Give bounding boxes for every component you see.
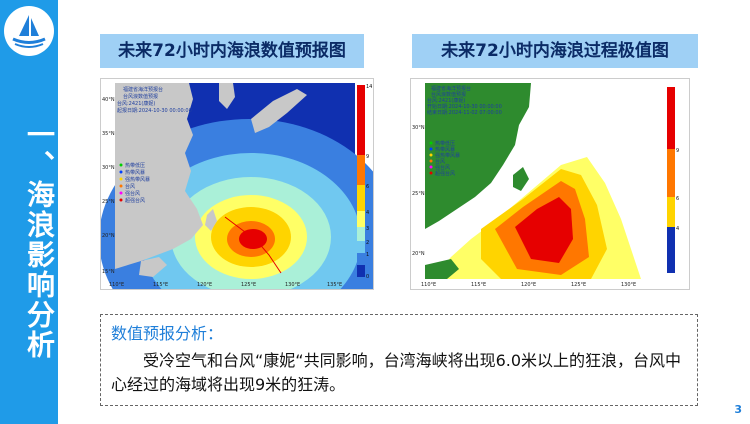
map-header-line-1: 福建省海洋预报台: [431, 85, 471, 92]
map-header-line-4: 起报日期:2024-10-30 00:00:00: [117, 107, 192, 114]
colorbar-tick: 2: [366, 240, 369, 246]
legend-item: 热带风暴: [435, 146, 455, 153]
wave-extreme-map: 福建省海洋预报台 台风浪数值预报 台风:2421(康妮) 开始日期:2024-1…: [410, 78, 690, 290]
legend-item: 超强台风: [435, 170, 455, 177]
lat-label: 20°N: [102, 233, 115, 239]
legend-item: 强台风: [435, 164, 450, 171]
section-title: 一、海浪影响分析: [23, 120, 56, 360]
analysis-text: 受冷空气和台风“康妮“共同影响，台湾海峡将出现6.0米以上的狂浪，台风中心经过的…: [111, 351, 682, 394]
map-header-line-5: 结束日期:2024-11-02 07:00:00: [427, 109, 502, 116]
map-header-line-3: 台风:2421(康妮): [117, 100, 155, 107]
lon-label: 110°E: [109, 282, 124, 288]
wave-colorbar: [667, 87, 675, 273]
typhoon-legend: 热带低压 热带风暴 强热带风暴 台风 强台风 超强台风: [119, 162, 150, 204]
wave-colorbar: [357, 85, 365, 277]
typhoon-legend: 热带低压 热带风暴 强热带风暴 台风 强台风 超强台风: [429, 140, 460, 177]
colorbar-tick: 4: [366, 210, 369, 216]
colorbar-tick: 9: [366, 154, 369, 160]
colorbar-tick: 0: [366, 274, 369, 280]
map-header-line-2: 台风浪数值预报: [431, 91, 466, 98]
right-panel-title: 未来72小时内海浪过程极值图: [412, 34, 698, 68]
colorbar-tick: 9: [676, 148, 679, 154]
lat-label: 20°N: [412, 251, 425, 257]
logo: [4, 6, 54, 56]
legend-item: 强热带风暴: [125, 176, 150, 183]
lon-label: 120°E: [521, 282, 536, 288]
legend-item: 强热带风暴: [435, 152, 460, 159]
lat-label: 25°N: [102, 199, 115, 205]
legend-item: 热带低压: [125, 162, 145, 169]
lat-label: 30°N: [102, 165, 115, 171]
lon-label: 115°E: [471, 282, 486, 288]
legend-item: 强台风: [125, 190, 140, 197]
lon-label: 125°E: [571, 282, 586, 288]
lat-label: 40°N: [102, 97, 115, 103]
lon-label: 130°E: [621, 282, 636, 288]
lat-label: 35°N: [102, 131, 115, 137]
left-panel-title: 未来72小时内海浪数值预报图: [100, 34, 364, 68]
legend-item: 热带风暴: [125, 169, 145, 176]
lon-label: 135°E: [327, 282, 342, 288]
colorbar-tick: 3: [366, 226, 369, 232]
map-header-line-2: 台风浪数值预报: [123, 93, 158, 100]
lat-label: 30°N: [412, 125, 425, 131]
lon-label: 130°E: [285, 282, 300, 288]
lat-label: 15°N: [102, 269, 115, 275]
legend-item: 超强台风: [125, 197, 145, 204]
lat-label: 25°N: [412, 191, 425, 197]
colorbar-tick: 6: [366, 184, 369, 190]
analysis-box: 数值预报分析： 受冷空气和台风“康妮“共同影响，台湾海峡将出现6.0米以上的狂浪…: [100, 314, 698, 406]
legend-item: 热带低压: [435, 140, 455, 147]
analysis-title: 数值预报分析：: [111, 324, 224, 343]
map-header-line-3: 台风:2421(康妮): [427, 97, 465, 104]
colorbar-tick: 4: [676, 226, 679, 232]
map-header-line-4: 开始日期:2024-10-30 00:00:00: [427, 103, 502, 110]
legend-item: 台风: [435, 158, 445, 165]
legend-item: 台风: [125, 183, 135, 190]
lon-label: 110°E: [421, 282, 436, 288]
wave-forecast-map: 福建省海洋预报台 台风浪数值预报 台风:2421(康妮) 起报日期:2024-1…: [100, 78, 374, 290]
colorbar-tick: 6: [676, 196, 679, 202]
map-header-line-1: 福建省海洋预报台: [123, 86, 163, 93]
lon-label: 125°E: [241, 282, 256, 288]
colorbar-tick: 14: [366, 84, 372, 90]
lon-label: 120°E: [197, 282, 212, 288]
lon-label: 115°E: [153, 282, 168, 288]
colorbar-tick: 1: [366, 252, 369, 258]
page-number: 3: [734, 403, 742, 416]
sidebar: 一、海浪影响分析: [0, 0, 58, 424]
sailboat-logo-icon: [12, 15, 46, 48]
